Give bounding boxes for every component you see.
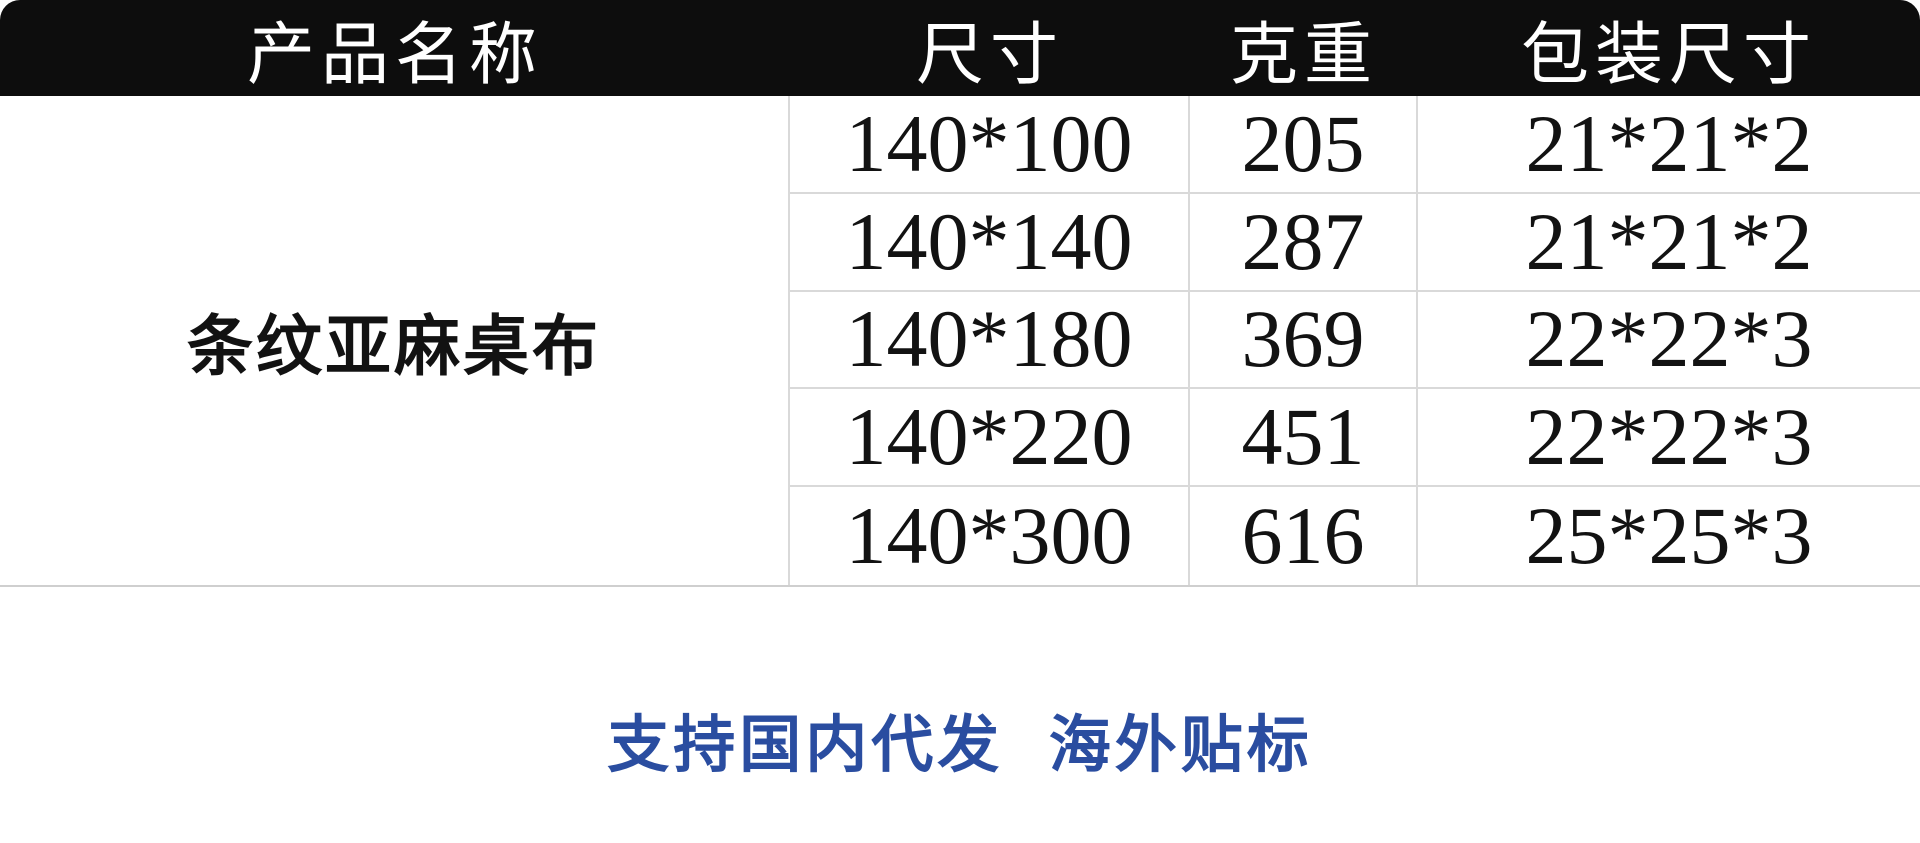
size-cell: 140*100	[790, 96, 1190, 194]
size-cell: 140*220	[790, 389, 1190, 488]
header-size: 尺寸	[915, 16, 1064, 93]
size-cell: 140*300	[790, 487, 1190, 585]
weight-cell: 369	[1190, 291, 1418, 390]
spec-table: 条纹亚麻桌布 140*100 205 21*21*2 140*140 287 2…	[0, 96, 1920, 587]
packaging-cell: 21*21*2	[1418, 194, 1920, 292]
table-header-row: 产品名称 尺寸 克重 包装尺寸	[0, 0, 1920, 96]
packaging-cell: 22*22*3	[1418, 389, 1920, 488]
support-note: 支持国内代发 海外贴标	[607, 712, 1313, 780]
weight-cell: 205	[1190, 96, 1418, 194]
size-cell: 140*140	[790, 193, 1190, 292]
header-product-name: 产品名称	[246, 16, 543, 93]
weight-cell: 287	[1190, 193, 1418, 292]
size-cell: 140*180	[790, 291, 1190, 390]
weight-cell: 616	[1190, 487, 1418, 585]
header-packaging: 包装尺寸	[1520, 16, 1817, 93]
packaging-cell: 25*25*3	[1525, 490, 1813, 582]
packaging-cell: 22*22*3	[1418, 292, 1920, 390]
weight-cell: 451	[1190, 389, 1418, 488]
product-name-cell: 条纹亚麻桌布	[0, 96, 790, 585]
header-weight: 克重	[1229, 16, 1378, 93]
packaging-cell: 21*21*2	[1418, 96, 1920, 194]
